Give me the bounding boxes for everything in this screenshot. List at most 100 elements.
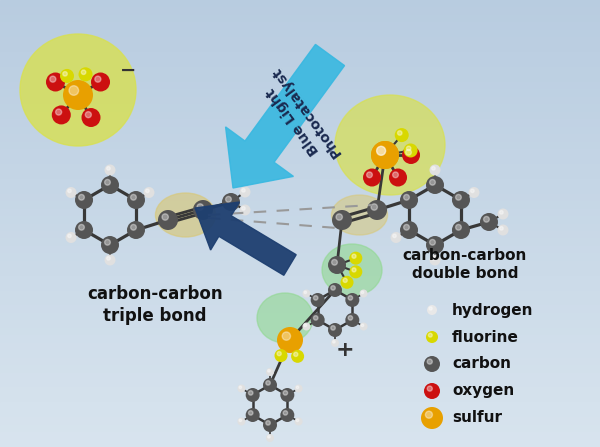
Circle shape xyxy=(104,254,115,266)
Bar xyxy=(0,358,600,365)
Bar xyxy=(0,22,600,30)
Circle shape xyxy=(452,191,470,209)
Circle shape xyxy=(428,333,432,337)
Ellipse shape xyxy=(20,34,136,146)
Circle shape xyxy=(263,418,277,432)
Bar xyxy=(0,439,600,447)
Circle shape xyxy=(245,388,260,402)
Circle shape xyxy=(127,191,145,209)
Bar xyxy=(0,194,600,201)
Polygon shape xyxy=(195,202,296,275)
Bar xyxy=(0,164,600,171)
Circle shape xyxy=(480,213,498,231)
Circle shape xyxy=(283,411,287,415)
Bar xyxy=(0,186,600,194)
Bar xyxy=(0,142,600,149)
Circle shape xyxy=(371,141,399,169)
Circle shape xyxy=(65,232,77,243)
Circle shape xyxy=(56,109,62,115)
Circle shape xyxy=(313,295,318,300)
Ellipse shape xyxy=(322,244,382,296)
Circle shape xyxy=(82,108,101,127)
Bar xyxy=(0,112,600,119)
Bar xyxy=(0,283,600,291)
Circle shape xyxy=(146,189,149,193)
Circle shape xyxy=(268,435,270,438)
Text: hydrogen: hydrogen xyxy=(452,303,533,317)
Circle shape xyxy=(389,169,407,186)
Circle shape xyxy=(239,386,242,388)
Circle shape xyxy=(50,76,56,82)
Circle shape xyxy=(432,167,435,170)
Text: carbon: carbon xyxy=(452,357,511,371)
Circle shape xyxy=(470,189,474,193)
Circle shape xyxy=(226,196,232,202)
Bar xyxy=(0,149,600,156)
Circle shape xyxy=(392,172,398,178)
Circle shape xyxy=(239,204,250,215)
Bar xyxy=(0,410,600,417)
Bar xyxy=(0,231,600,238)
Circle shape xyxy=(82,70,86,75)
Circle shape xyxy=(349,252,362,265)
Circle shape xyxy=(404,194,409,200)
Circle shape xyxy=(332,210,352,230)
Circle shape xyxy=(68,234,71,238)
Circle shape xyxy=(332,259,337,265)
Circle shape xyxy=(245,408,260,422)
Text: sulfur: sulfur xyxy=(452,410,502,426)
Bar xyxy=(0,350,600,358)
Text: fluorine: fluorine xyxy=(452,329,519,345)
Ellipse shape xyxy=(155,193,215,237)
Circle shape xyxy=(222,193,240,211)
Circle shape xyxy=(266,421,270,425)
Circle shape xyxy=(280,408,295,422)
Circle shape xyxy=(391,232,401,243)
Bar xyxy=(0,365,600,372)
Text: Blue Light
Photocatalyst: Blue Light Photocatalyst xyxy=(256,64,344,169)
Circle shape xyxy=(127,221,145,239)
Bar xyxy=(0,261,600,268)
Circle shape xyxy=(500,227,503,230)
Bar xyxy=(0,402,600,410)
Circle shape xyxy=(52,105,71,124)
Bar xyxy=(0,216,600,224)
Text: +: + xyxy=(335,340,355,360)
Circle shape xyxy=(430,164,440,176)
Text: oxygen: oxygen xyxy=(452,384,514,398)
Bar xyxy=(0,134,600,142)
Circle shape xyxy=(104,164,115,176)
Circle shape xyxy=(430,240,436,245)
Circle shape xyxy=(79,67,92,81)
Circle shape xyxy=(248,391,253,395)
Bar xyxy=(0,37,600,45)
Bar xyxy=(0,67,600,75)
Circle shape xyxy=(158,210,178,230)
Circle shape xyxy=(426,331,438,343)
Circle shape xyxy=(346,313,359,327)
Circle shape xyxy=(393,234,396,238)
Circle shape xyxy=(75,191,93,209)
Circle shape xyxy=(352,254,356,258)
Circle shape xyxy=(424,383,440,399)
Circle shape xyxy=(469,187,479,198)
Bar xyxy=(0,335,600,343)
Circle shape xyxy=(427,359,433,364)
Circle shape xyxy=(85,112,91,118)
Ellipse shape xyxy=(257,293,313,343)
Circle shape xyxy=(359,322,368,330)
Circle shape xyxy=(242,207,245,210)
Bar xyxy=(0,179,600,186)
Circle shape xyxy=(266,381,270,385)
Circle shape xyxy=(68,189,71,193)
Circle shape xyxy=(65,187,77,198)
Circle shape xyxy=(60,69,74,83)
Bar xyxy=(0,388,600,395)
Bar xyxy=(0,15,600,22)
Bar xyxy=(0,119,600,127)
Circle shape xyxy=(197,204,203,210)
Circle shape xyxy=(275,349,287,362)
Circle shape xyxy=(427,305,437,315)
Circle shape xyxy=(377,146,386,155)
Bar xyxy=(0,59,600,67)
